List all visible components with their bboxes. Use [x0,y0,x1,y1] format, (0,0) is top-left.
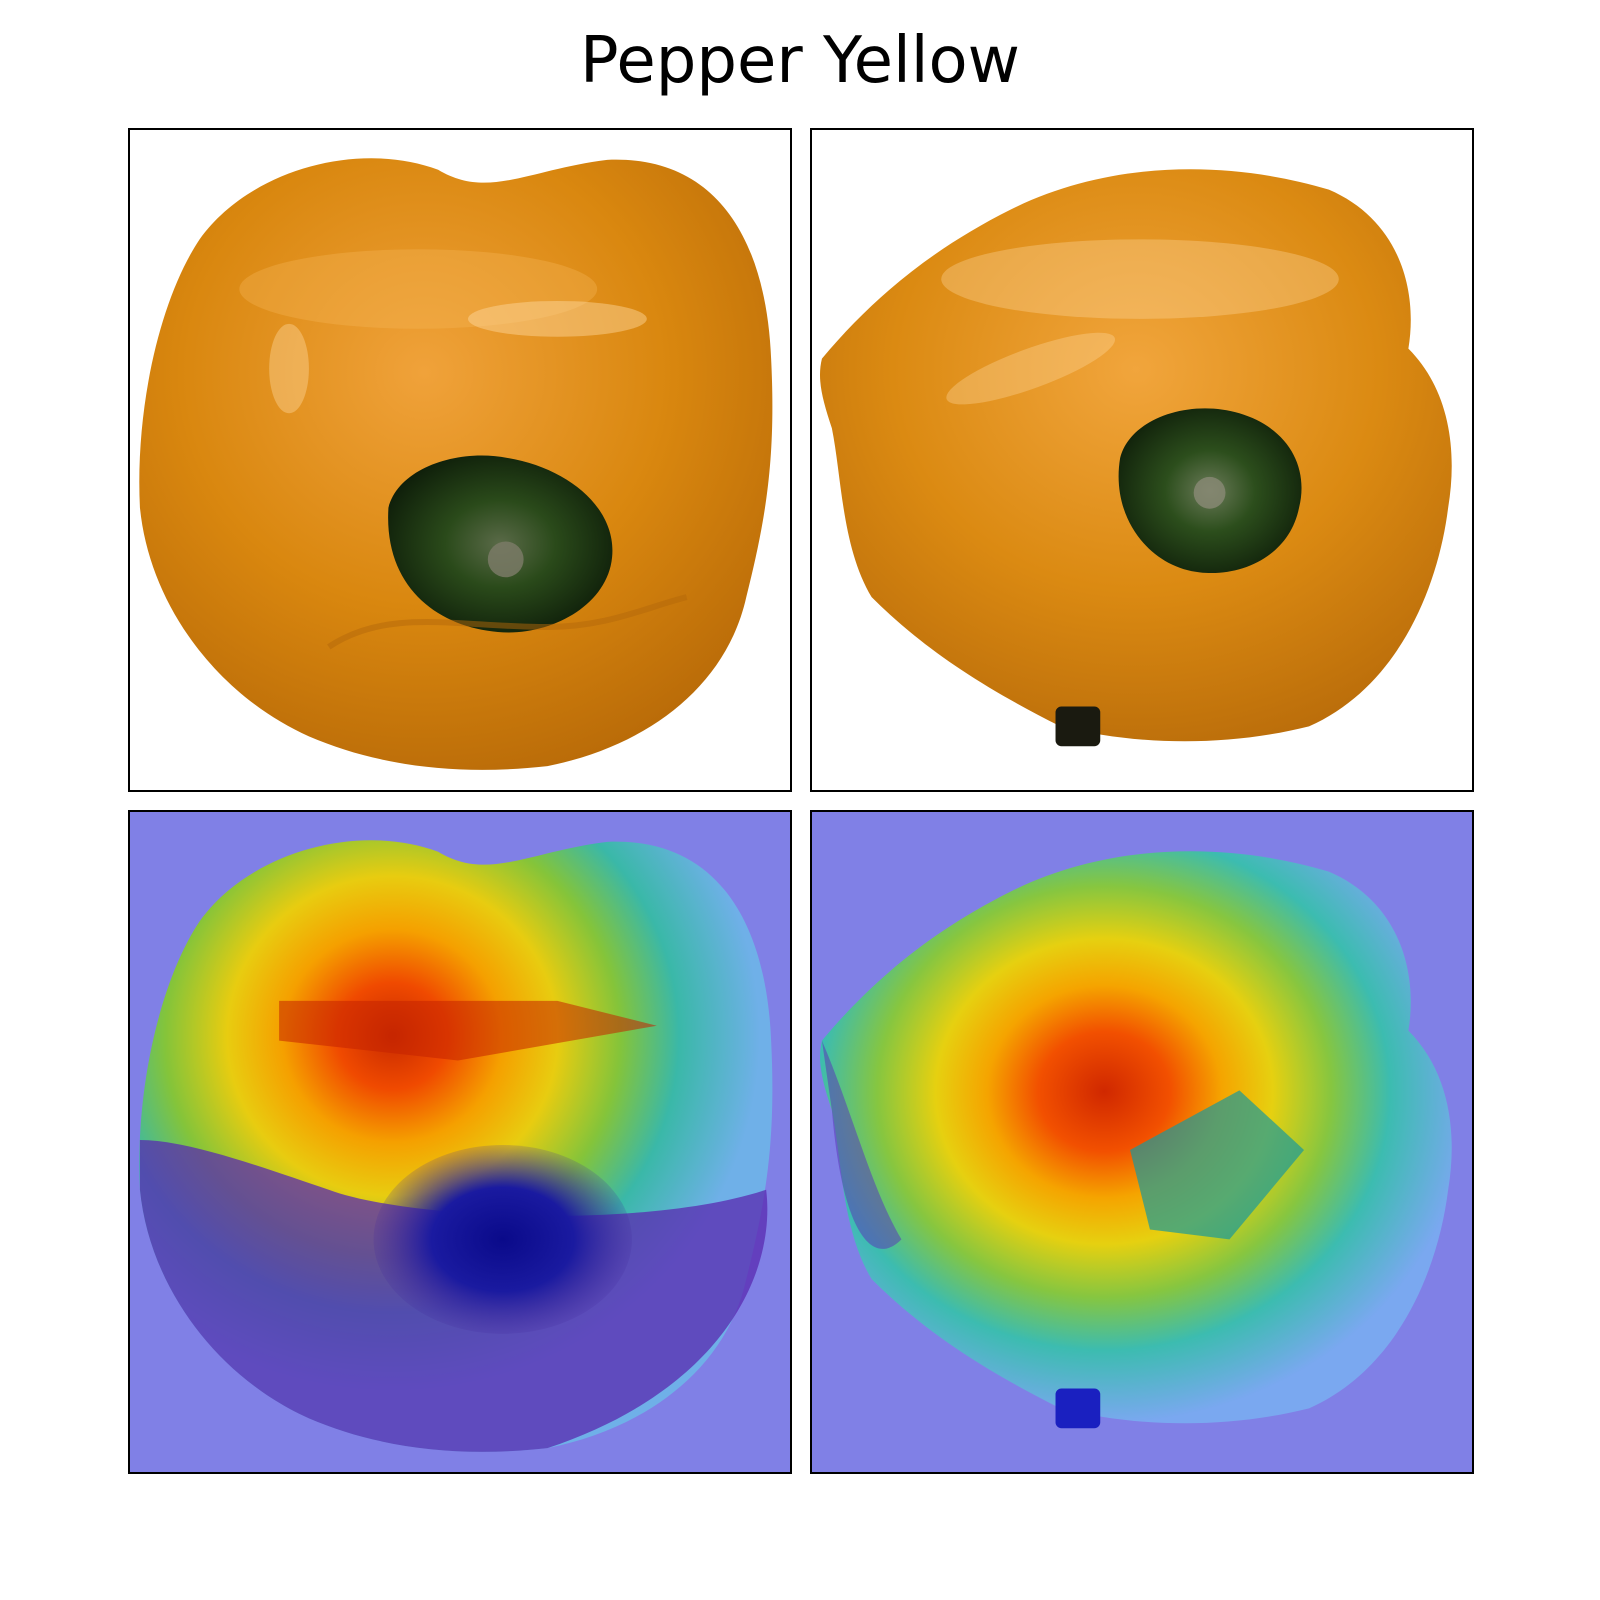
yellow-pepper-photo-icon [139,158,773,770]
heatmap-image-left [128,810,792,1474]
pepper-heatmap-overlay-icon [139,840,773,1452]
figure-title: Pepper Yellow [580,24,1020,98]
yellow-pepper-photo-icon [819,169,1452,747]
pepper-heatmap-overlay-icon [819,851,1452,1429]
original-image-right [810,128,1474,792]
original-image-left [128,128,792,792]
heatmap-image-right [810,810,1474,1474]
